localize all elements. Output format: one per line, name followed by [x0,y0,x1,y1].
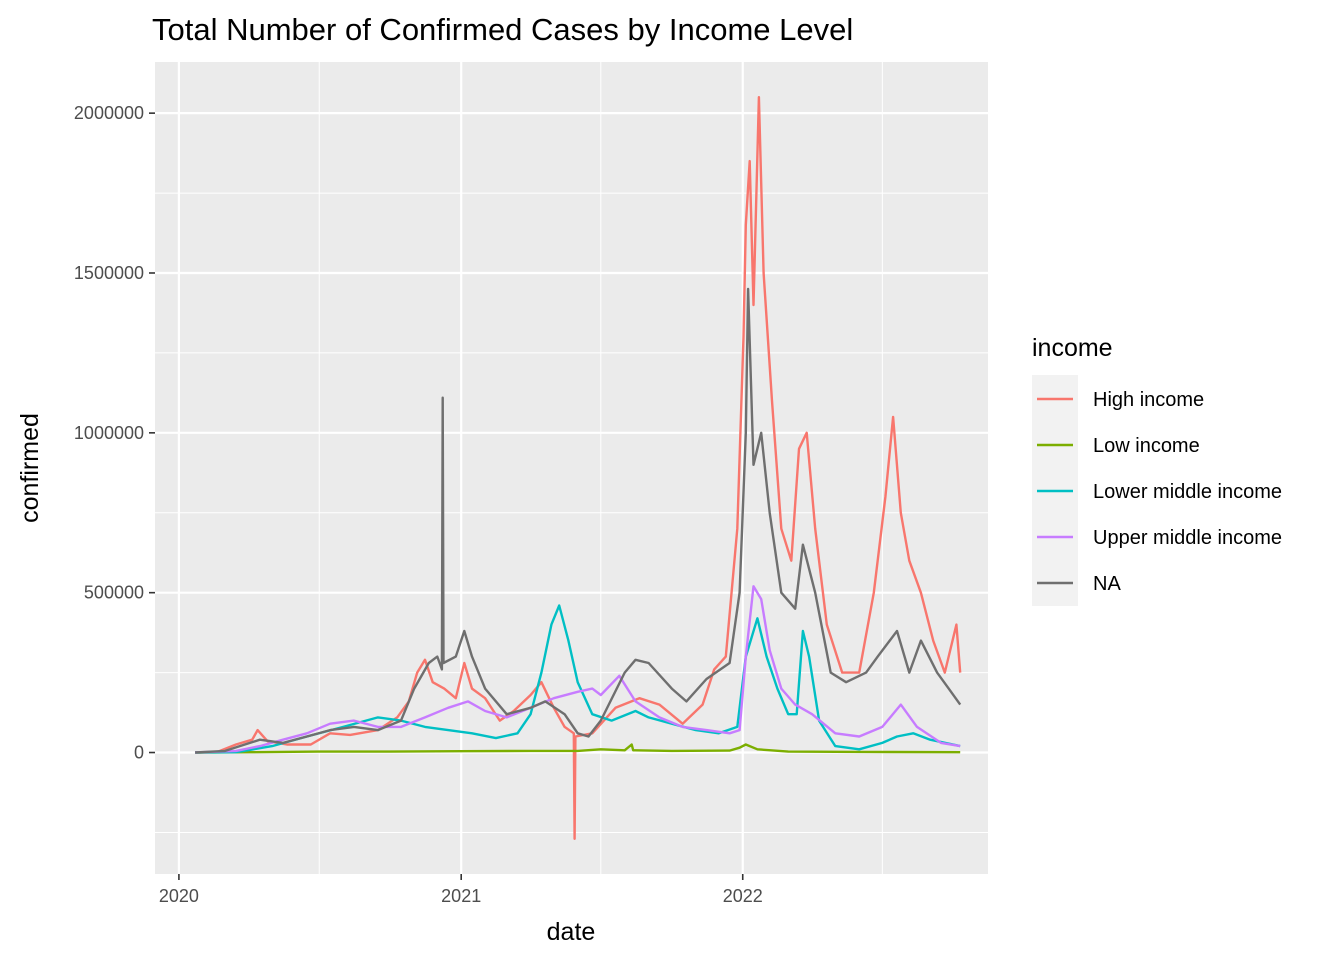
chart-title: Total Number of Confirmed Cases by Incom… [152,12,853,47]
plot-panel-background [155,62,988,874]
legend: income High income Low income Lower middle… [1032,334,1282,606]
x-tick-label: 2021 [441,886,481,906]
legend-items: High income Low income Lower middle income… [1032,376,1282,606]
series-line-3 [195,585,961,754]
grid-minor [155,62,988,874]
legend-title: income [1032,334,1113,362]
legend-label: Low income [1093,435,1200,457]
y-tick-label: 1000000 [74,423,144,443]
series-line-0 [195,96,962,840]
series-lines [195,96,962,840]
series-line-4 [195,287,962,754]
series-line-2 [195,604,961,754]
legend-label: NA [1093,573,1121,595]
x-tick-label: 2022 [723,886,763,906]
x-axis-title: date [547,918,596,946]
series-line-1 [195,743,961,754]
legend-label: High income [1093,389,1204,411]
y-tick-label: 2000000 [74,103,144,123]
legend-label: Lower middle income [1093,481,1282,503]
legend-label: Upper middle income [1093,527,1282,549]
x-axis: 2020 2021 2022 [159,874,763,906]
y-axis-title: confirmed [16,413,44,523]
plot-panel [155,62,988,874]
y-tick-label: 500000 [84,583,144,603]
y-tick-label: 1500000 [74,263,144,283]
y-tick-label: 0 [134,743,144,763]
y-axis: 0 500000 1000000 1500000 2000000 [74,103,155,763]
x-tick-label: 2020 [159,886,199,906]
